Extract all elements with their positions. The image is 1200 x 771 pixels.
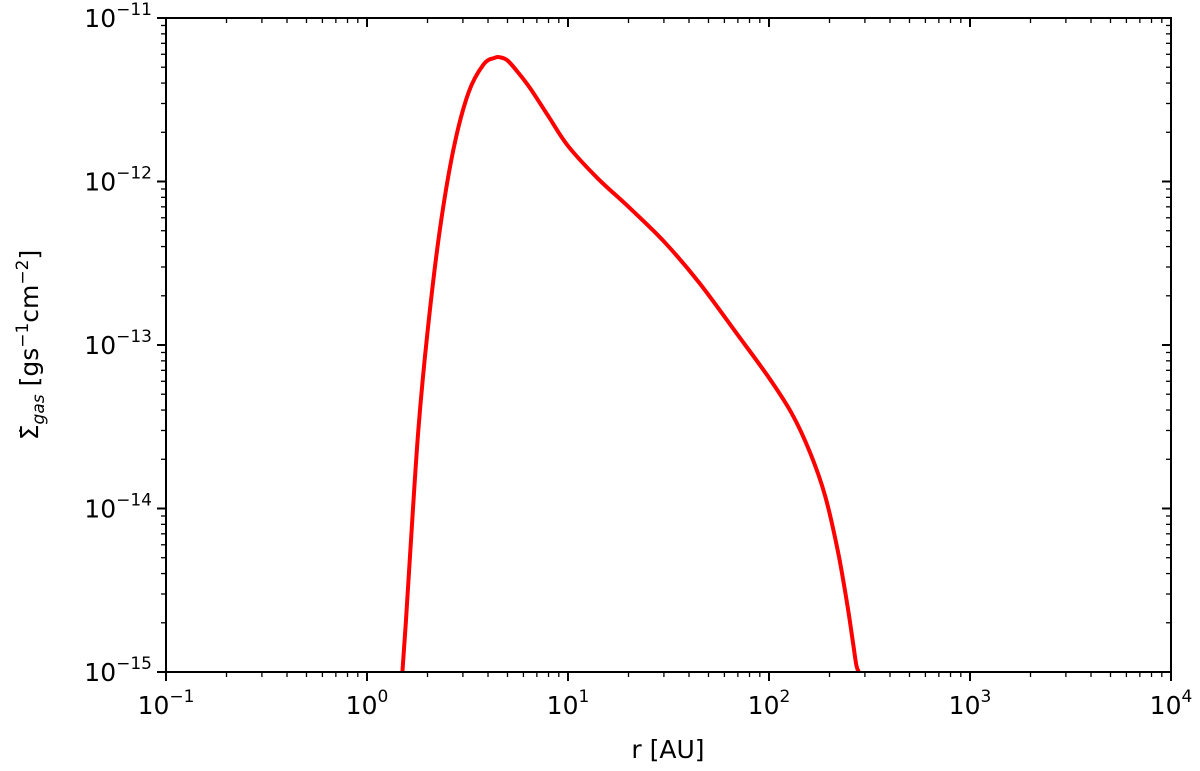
y-axis-label-units-open: [gs (15, 348, 44, 395)
y-tick-label: 10−11 (84, 0, 152, 33)
y-tick-label: 10−12 (84, 164, 152, 197)
y-axis-label-units-close: ] (15, 250, 44, 260)
y-axis-label-exp1: −1 (13, 323, 33, 348)
x-tick-label: 10−1 (138, 687, 195, 720)
y-axis-label-units-mid: cm (15, 285, 44, 323)
y-axis-label-exp2: −2 (13, 260, 33, 285)
x-tick-label: 100 (346, 687, 389, 720)
y-tick-label: 10−14 (84, 491, 152, 524)
x-tick-label: 104 (1150, 687, 1193, 720)
y-axis-label: Σ̇gas [gs−1cm−2] (13, 250, 49, 440)
plot-frame (165, 17, 1172, 673)
x-tick-label: 102 (748, 687, 791, 720)
x-axis-label: r [AU] (631, 735, 704, 764)
y-axis-label-symbol: Σ̇ (15, 424, 44, 440)
x-tick-label: 103 (949, 687, 992, 720)
y-axis-label-subscript: gas (29, 394, 49, 424)
x-tick-label: 101 (547, 687, 590, 720)
series-line (400, 54, 861, 672)
y-tick-label: 10−15 (84, 654, 152, 687)
y-tick-label: 10−13 (84, 327, 152, 360)
